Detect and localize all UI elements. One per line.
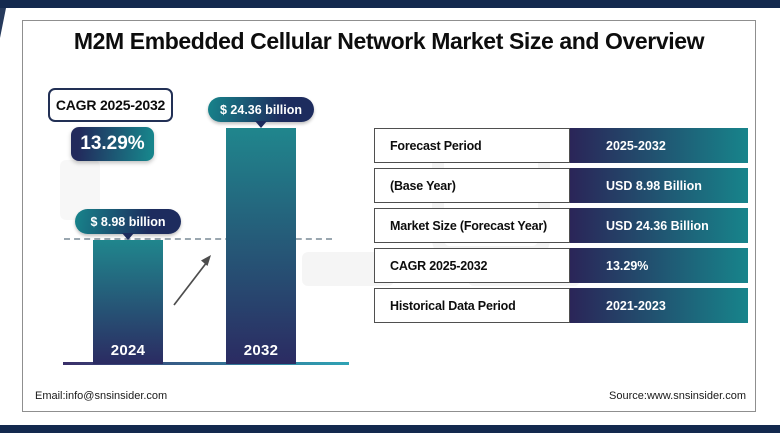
table-row-label: Market Size (Forecast Year) — [374, 208, 570, 243]
value-label-text: $ 24.36 billion — [220, 102, 302, 117]
cagr-label: CAGR 2025-2032 — [55, 97, 166, 113]
cagr-label-box: CAGR 2025-2032 — [48, 88, 173, 122]
table-row-value: 13.29% — [570, 248, 748, 283]
page-title: M2M Embedded Cellular Network Market Siz… — [73, 28, 705, 54]
value-label-pill: $ 8.98 billion — [75, 209, 181, 234]
bottom-banner-bar — [0, 425, 780, 433]
table-row-value: USD 8.98 Billion — [570, 168, 748, 203]
footer-email: Email:info@snsinsider.com — [35, 390, 168, 402]
top-banner-bar — [0, 0, 780, 8]
table-row: CAGR 2025-2032 13.29% — [374, 248, 748, 283]
bar-year-label: 2024 — [110, 342, 146, 359]
table-row-label: CAGR 2025-2032 — [374, 248, 570, 283]
bar-year-label: 2032 — [243, 342, 279, 359]
chart-bar-2032: 2032 — [226, 128, 296, 364]
table-row-value: 2021-2023 — [570, 288, 748, 323]
pill-pointer-icon — [255, 121, 267, 128]
table-row-value: 2025-2032 — [570, 128, 748, 163]
banner-fold — [0, 8, 6, 38]
chart-bar-2024: 2024 — [93, 240, 163, 364]
table-row-label: Forecast Period — [374, 128, 570, 163]
table-row: Historical Data Period 2021-2023 — [374, 288, 748, 323]
table-row-value: USD 24.36 Billion — [570, 208, 748, 243]
table-row: (Base Year) USD 8.98 Billion — [374, 168, 748, 203]
reference-dotted-line — [64, 238, 332, 240]
pill-pointer-icon — [122, 233, 134, 240]
footer-source: Source:www.snsinsider.com — [609, 390, 746, 402]
table-row-label: Historical Data Period — [374, 288, 570, 323]
x-axis-line — [63, 362, 349, 365]
cagr-value-badge: 13.29% — [71, 127, 154, 161]
table-row: Market Size (Forecast Year) USD 24.36 Bi… — [374, 208, 748, 243]
growth-arrow-icon — [173, 255, 211, 306]
table-row-label: (Base Year) — [374, 168, 570, 203]
value-label-text: $ 8.98 billion — [90, 214, 166, 229]
value-label-pill: $ 24.36 billion — [208, 97, 314, 122]
table-row: Forecast Period 2025-2032 — [374, 128, 748, 163]
